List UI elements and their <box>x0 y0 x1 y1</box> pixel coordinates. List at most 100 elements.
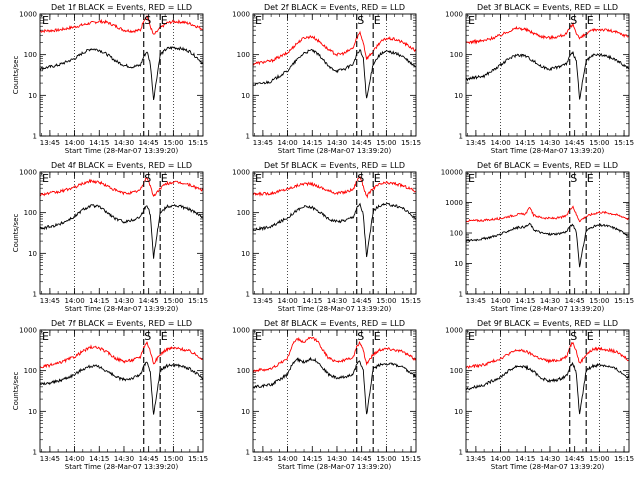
x-tick-label: 14:45 <box>139 297 159 305</box>
x-tick-label: 14:30 <box>114 455 134 463</box>
event-marker-label: E <box>468 172 475 185</box>
plot-frame <box>252 329 417 453</box>
x-axis-label: Start Time (28-Mar-07 13:39:20) <box>278 147 392 155</box>
event-marker-label: S <box>570 172 577 185</box>
series-line-lld <box>39 15 203 35</box>
x-axis-label: Start Time (28-Mar-07 13:39:20) <box>65 463 179 471</box>
y-axis-label: Counts/sec <box>12 56 20 95</box>
y-tick-label: 1000 <box>232 327 250 335</box>
series-line-events <box>252 356 417 415</box>
y-tick-label: 10 <box>28 92 37 100</box>
series-line-events <box>39 46 204 100</box>
y-tick-label: 10 <box>28 408 37 416</box>
series-line-events <box>252 48 417 99</box>
x-tick-label: 15:00 <box>589 139 609 147</box>
detector-panel-5: Det 5f BLACK = Events, RED = LLD 1 10 100 10… <box>232 161 421 313</box>
x-tick-label: 14:15 <box>89 139 109 147</box>
series-line-events <box>465 51 630 100</box>
event-marker-label: E <box>374 172 381 185</box>
x-tick-label: 14:00 <box>490 139 510 147</box>
detector-panel-8: Det 8f BLACK = Events, RED = LLD 1 10 100 10… <box>232 319 421 471</box>
x-tick-label: 13:45 <box>466 297 486 305</box>
plot-frame <box>465 13 630 137</box>
event-marker-label: E <box>255 172 262 185</box>
y-tick-label: 1 <box>459 449 463 457</box>
detector-panel-7: Det 7f BLACK = Events, RED = LLD 1 10 100 10… <box>12 319 208 471</box>
y-tick-label: 10 <box>454 260 463 268</box>
panel-title: Det 9f BLACK = Events, RED = LLD <box>477 319 618 328</box>
x-tick-label: 15:15 <box>614 297 634 305</box>
event-marker-label: S <box>357 14 364 27</box>
x-axis-label: Start Time (28-Mar-07 13:39:20) <box>278 463 392 471</box>
x-tick-label: 13:45 <box>253 455 273 463</box>
y-tick-label: 1000 <box>445 327 463 335</box>
x-tick-label: 13:45 <box>253 297 273 305</box>
plot-frame <box>465 329 630 453</box>
x-tick-label: 14:00 <box>277 139 297 147</box>
panel-title: Det 1f BLACK = Events, RED = LLD <box>51 3 192 12</box>
series-line-lld <box>39 341 203 369</box>
event-marker-label: E <box>255 14 262 27</box>
x-tick-label: 14:45 <box>352 455 372 463</box>
event-marker-label: E <box>161 14 168 27</box>
x-tick-label: 14:15 <box>89 297 109 305</box>
x-tick-label: 15:00 <box>376 297 396 305</box>
x-tick-label: 15:00 <box>376 139 396 147</box>
series-line-lld <box>465 205 630 223</box>
x-tick-label: 14:00 <box>277 297 297 305</box>
x-tick-label: 15:15 <box>614 455 634 463</box>
x-tick-label: 15:15 <box>401 139 421 147</box>
x-tick-label: 14:15 <box>515 297 535 305</box>
x-tick-label: 14:00 <box>490 455 510 463</box>
x-tick-label: 14:30 <box>114 297 134 305</box>
plot-frame <box>252 13 417 137</box>
y-tick-label: 1 <box>33 291 37 299</box>
x-tick-label: 15:00 <box>589 297 609 305</box>
series-line-events <box>39 204 203 259</box>
x-tick-label: 14:00 <box>64 455 84 463</box>
y-tick-label: 1000 <box>445 11 463 19</box>
x-tick-label: 13:45 <box>253 139 273 147</box>
x-tick-label: 14:45 <box>565 297 585 305</box>
y-tick-label: 10000 <box>441 169 463 177</box>
x-tick-label: 13:45 <box>40 139 60 147</box>
y-tick-label: 100 <box>450 367 463 375</box>
series-line-events <box>465 361 630 415</box>
x-tick-label: 14:45 <box>565 139 585 147</box>
x-tick-label: 14:30 <box>540 455 560 463</box>
y-tick-label: 1 <box>459 291 463 299</box>
plot-frame <box>465 171 630 295</box>
detector-panel-4: Det 4f BLACK = Events, RED = LLD 1 10 100 10… <box>12 161 208 313</box>
y-tick-label: 10 <box>241 408 250 416</box>
series-line-lld <box>465 341 629 370</box>
y-tick-label: 1 <box>246 291 250 299</box>
x-tick-label: 14:45 <box>139 455 159 463</box>
x-tick-label: 14:15 <box>515 139 535 147</box>
x-tick-label: 13:45 <box>40 297 60 305</box>
plot-frame <box>39 171 204 295</box>
x-tick-label: 15:00 <box>163 455 183 463</box>
x-tick-label: 14:45 <box>565 455 585 463</box>
event-marker-label: E <box>587 172 594 185</box>
x-tick-label: 14:15 <box>302 455 322 463</box>
panel-title: Det 4f BLACK = Events, RED = LLD <box>51 161 192 170</box>
y-tick-label: 1000 <box>19 327 37 335</box>
x-tick-label: 14:45 <box>139 139 159 147</box>
event-marker-label: E <box>161 330 168 343</box>
y-tick-label: 100 <box>237 367 250 375</box>
x-tick-label: 13:45 <box>466 139 486 147</box>
y-tick-label: 100 <box>24 51 37 59</box>
panel-title: Det 7f BLACK = Events, RED = LLD <box>51 319 192 328</box>
panel-title: Det 6f BLACK = Events, RED = LLD <box>477 161 618 170</box>
series-line-lld <box>39 177 204 197</box>
detector-panel-2: Det 2f BLACK = Events, RED = LLD 1 10 100 10… <box>232 3 421 155</box>
detector-panel-1: Det 1f BLACK = Events, RED = LLD 1 10 100 10… <box>12 3 208 155</box>
detector-panel-9: Det 9f BLACK = Events, RED = LLD 1 10 100 10… <box>445 319 634 471</box>
event-marker-label: E <box>42 172 49 185</box>
x-tick-label: 14:15 <box>302 297 322 305</box>
x-tick-label: 14:30 <box>114 139 134 147</box>
x-tick-label: 15:15 <box>188 297 208 305</box>
plot-frame <box>252 171 417 295</box>
x-axis-label: Start Time (28-Mar-07 13:39:20) <box>278 305 392 313</box>
